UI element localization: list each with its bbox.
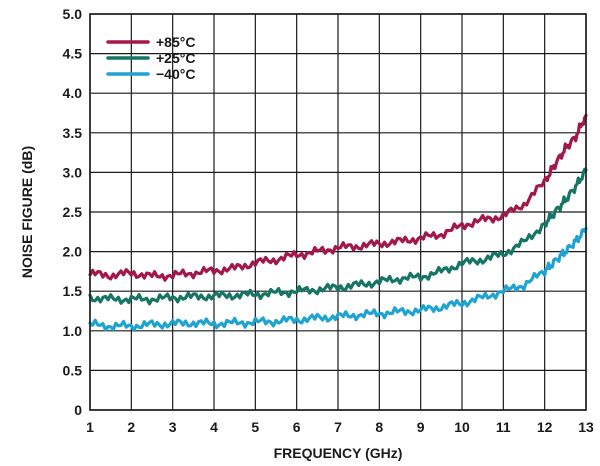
legend: +85°C+25°C−40°C	[106, 34, 195, 82]
y-tick-label: 4.5	[63, 46, 83, 62]
x-tick-label: 3	[169, 419, 177, 435]
x-axis-ticks: 1 2 3 4 5 6 7 8 9 10 11 12 13	[86, 419, 594, 435]
x-tick-label: 5	[251, 419, 259, 435]
y-tick-label: 5.0	[63, 6, 83, 22]
x-tick-label: 8	[375, 419, 383, 435]
x-tick-label: 12	[537, 419, 553, 435]
x-tick-label: 10	[454, 419, 470, 435]
series-line	[88, 227, 588, 332]
y-tick-label: 1.5	[63, 283, 83, 299]
y-tick-label: 2.0	[63, 244, 83, 260]
x-axis-title: FREQUENCY (GHz)	[274, 445, 403, 461]
x-tick-label: 9	[417, 419, 425, 435]
y-tick-label: 0	[74, 402, 82, 418]
series-line	[88, 113, 588, 282]
legend-label: +25°C	[156, 50, 195, 66]
y-tick-label: 4.0	[63, 85, 83, 101]
series-line	[88, 167, 588, 306]
x-tick-label: 13	[578, 419, 594, 435]
x-tick-label: 11	[496, 419, 511, 435]
y-tick-label: 3.5	[63, 125, 83, 141]
y-axis-title: NOISE FIGURE (dB)	[19, 146, 35, 278]
x-tick-label: 1	[86, 419, 94, 435]
plot-frame	[89, 13, 587, 411]
series-group	[88, 113, 588, 332]
x-tick-label: 4	[210, 419, 218, 435]
y-tick-label: 1.0	[63, 323, 83, 339]
y-axis-ticks: 0 0.5 1.0 1.5 2.0 2.5 3.0 3.5 4.0 4.5 5.0	[63, 6, 83, 418]
y-tick-label: 0.5	[63, 362, 83, 378]
y-tick-label: 2.5	[63, 204, 83, 220]
legend-label: −40°C	[156, 66, 195, 82]
x-tick-label: 2	[127, 419, 135, 435]
x-tick-label: 7	[334, 419, 342, 435]
legend-label: +85°C	[156, 34, 195, 50]
x-tick-label: 6	[293, 419, 301, 435]
y-tick-label: 3.0	[63, 164, 83, 180]
